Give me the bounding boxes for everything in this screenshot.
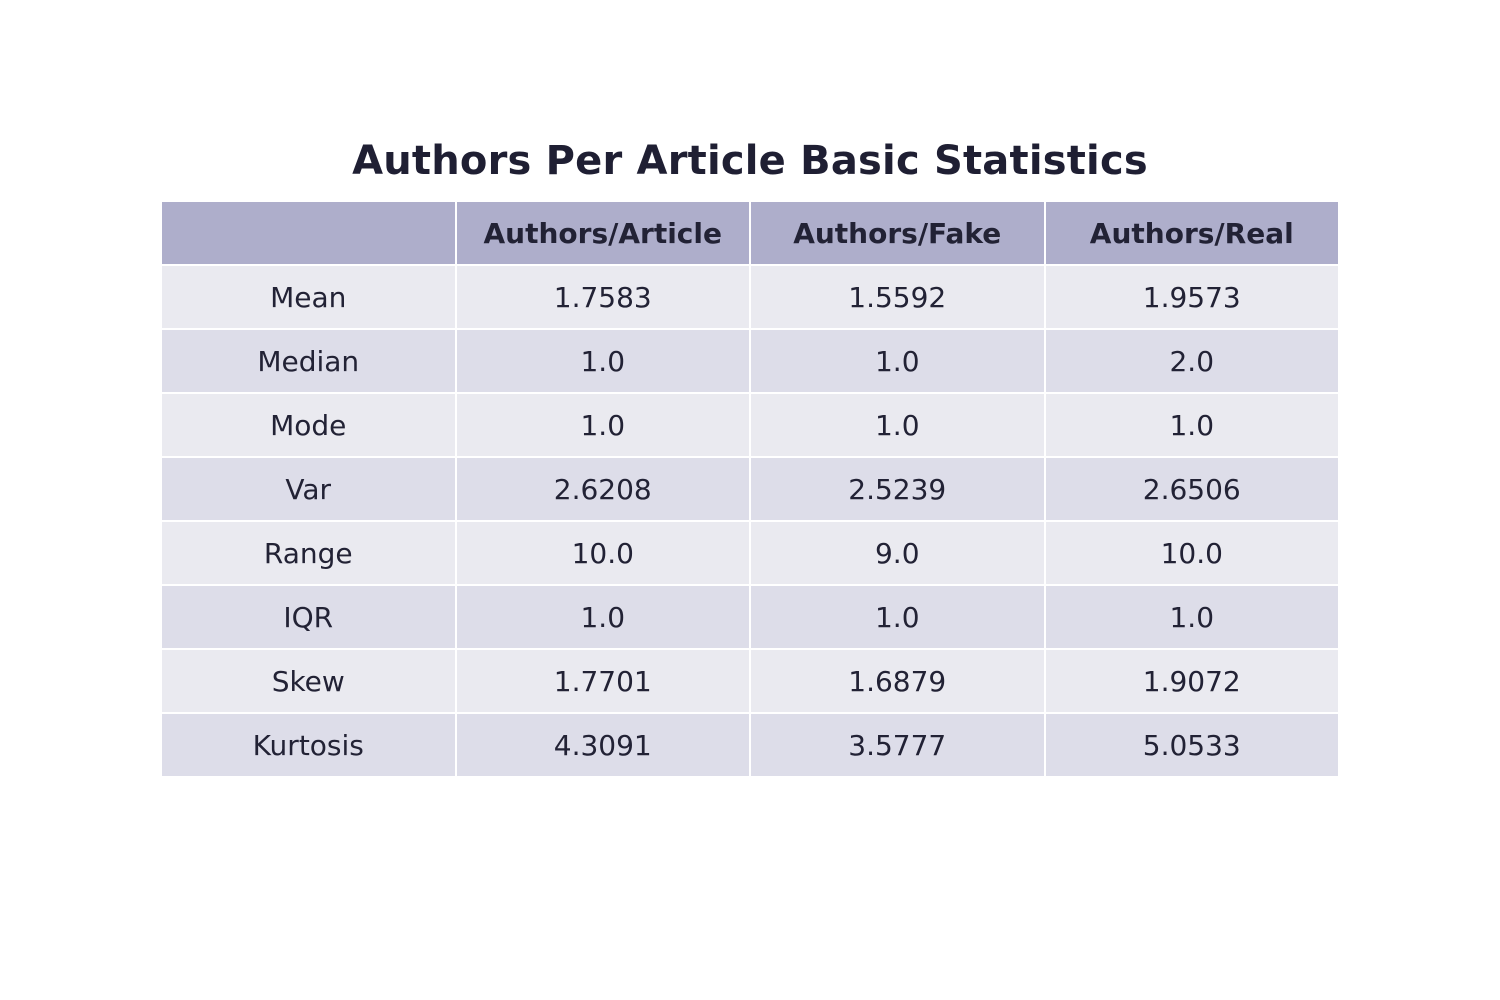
table-cell: 2.6506 xyxy=(1043,456,1340,522)
table-row: IQR 1.0 1.0 1.0 xyxy=(160,584,1340,650)
table-cell: 1.0 xyxy=(454,584,751,650)
table-row: Range 10.0 9.0 10.0 xyxy=(160,520,1340,586)
chart-title: Authors Per Article Basic Statistics xyxy=(352,138,1148,184)
table-row: Skew 1.7701 1.6879 1.9072 xyxy=(160,648,1340,714)
table-cell: 2.0 xyxy=(1043,328,1340,394)
table-cell: 1.0 xyxy=(1043,392,1340,458)
table-cell: 9.0 xyxy=(749,520,1046,586)
header-cell-authors-fake: Authors/Fake xyxy=(749,200,1046,266)
row-label: Mode xyxy=(160,392,457,458)
table-cell: 1.0 xyxy=(454,392,751,458)
table-cell: 1.9573 xyxy=(1043,264,1340,330)
table-row: Median 1.0 1.0 2.0 xyxy=(160,328,1340,394)
table-cell: 10.0 xyxy=(454,520,751,586)
table-cell: 5.0533 xyxy=(1043,712,1340,778)
header-cell-authors-article: Authors/Article xyxy=(454,200,751,266)
row-label: Mean xyxy=(160,264,457,330)
table-cell: 1.7701 xyxy=(454,648,751,714)
table-cell: 4.3091 xyxy=(454,712,751,778)
table-cell: 2.5239 xyxy=(749,456,1046,522)
table-cell: 1.7583 xyxy=(454,264,751,330)
table-cell: 1.6879 xyxy=(749,648,1046,714)
row-label: Skew xyxy=(160,648,457,714)
table-cell: 2.6208 xyxy=(454,456,751,522)
row-label: Kurtosis xyxy=(160,712,457,778)
row-label: IQR xyxy=(160,584,457,650)
table-cell: 1.0 xyxy=(749,328,1046,394)
header-row: Authors/Article Authors/Fake Authors/Rea… xyxy=(160,200,1340,266)
header-cell-authors-real: Authors/Real xyxy=(1043,200,1340,266)
table-row: Var 2.6208 2.5239 2.6506 xyxy=(160,456,1340,522)
table-cell: 10.0 xyxy=(1043,520,1340,586)
header-cell-blank xyxy=(160,200,457,266)
table-row: Kurtosis 4.3091 3.5777 5.0533 xyxy=(160,712,1340,778)
table-row: Mode 1.0 1.0 1.0 xyxy=(160,392,1340,458)
table-cell: 1.9072 xyxy=(1043,648,1340,714)
row-label: Median xyxy=(160,328,457,394)
row-label: Var xyxy=(160,456,457,522)
row-label: Range xyxy=(160,520,457,586)
stats-table: Authors/Article Authors/Fake Authors/Rea… xyxy=(160,200,1340,778)
table-cell: 1.0 xyxy=(749,584,1046,650)
table-cell: 1.0 xyxy=(749,392,1046,458)
table-cell: 3.5777 xyxy=(749,712,1046,778)
table-cell: 1.0 xyxy=(1043,584,1340,650)
table-cell: 1.5592 xyxy=(749,264,1046,330)
table-row: Mean 1.7583 1.5592 1.9573 xyxy=(160,264,1340,330)
table-cell: 1.0 xyxy=(454,328,751,394)
